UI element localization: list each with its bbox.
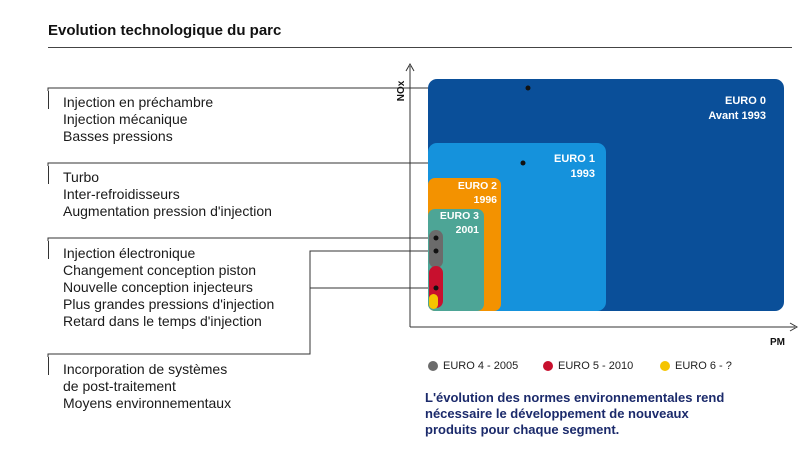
technology-group-3: Injection électronique Changement concep… [63,245,274,330]
group-3-line-1: Injection électronique [63,245,196,261]
group-4-line-1: Incorporation de systèmes [63,361,228,377]
group-2-line-1: Turbo [63,169,100,185]
euro-2-year: 1996 [474,194,498,206]
group-3-line-2: Changement conception piston [63,262,257,278]
page-title: Evolution technologique du parc [48,22,282,39]
group-2-bracket [48,166,49,184]
legend-euro-4: EURO 4 - 2005 [428,360,518,372]
connector-dot-1 [525,85,531,91]
group-4-line-3: Moyens environnementaux [63,395,232,411]
x-axis-label: PM [770,337,785,348]
conclusion-line-3: produits pour chaque segment. [425,422,620,437]
technology-group-2: Turbo Inter-refroidisseurs Augmentation … [63,169,272,220]
legend-euro-6-label: EURO 6 - ? [675,360,732,372]
group-1-line-2: Injection mécanique [63,111,188,127]
legend-euro-5: EURO 5 - 2010 [543,360,633,372]
y-axis-arrow [405,62,415,72]
group-4-line-2: de post-traitement [63,378,176,394]
euro-6-capsule [429,294,438,309]
euro-0-name: EURO 0 [725,95,766,107]
euro-1-name: EURO 1 [554,153,595,165]
group-1-bracket [48,91,49,109]
legend-euro-4-dot [428,361,438,371]
technology-group-4: Incorporation de systèmes de post-traite… [63,361,231,412]
group-3-line-4: Plus grandes pressions d'injection [63,296,275,312]
group-2-line-3: Augmentation pression d'injection [63,203,272,219]
title-divider [48,47,792,48]
legend-euro-6: EURO 6 - ? [660,360,732,372]
connector-group-4 [47,250,436,357]
connector-group-3 [47,237,436,241]
x-axis-arrow [789,322,799,332]
group-1-line-1: Injection en préchambre [63,94,214,110]
legend-euro-5-dot [543,361,553,371]
connector-group-1 [47,87,528,91]
connector-dot-3 [433,235,439,241]
legend-euro-6-dot [660,361,670,371]
group-3-bracket [48,241,49,259]
connector-group-2 [47,162,523,166]
euro-1-year: 1993 [571,168,595,180]
y-axis-label: NOx [396,80,407,101]
connector-dot-5 [433,285,439,291]
euro-2-name: EURO 2 [458,180,497,192]
group-4-bracket [48,357,49,375]
legend-euro-5-label: EURO 5 - 2010 [558,360,634,372]
group-3-line-5: Retard dans le temps d'injection [63,313,262,329]
connector-dot-2 [520,160,526,166]
euro-3-year: 2001 [456,224,480,236]
connector-dot-4 [433,248,439,254]
group-1-line-3: Basses pressions [63,128,173,144]
legend-euro-4-label: EURO 4 - 2005 [443,360,519,372]
conclusion-line-1: L'évolution des normes environnementales… [425,390,725,405]
conclusion-line-2: nécessaire le développement de nouveaux [425,406,689,421]
technology-group-1: Injection en préchambre Injection mécani… [63,94,213,145]
euro-3-name: EURO 3 [440,210,479,222]
euro-0-year: Avant 1993 [708,110,766,122]
conclusion-text: L'évolution des normes environnementales… [425,390,785,438]
group-2-line-2: Inter-refroidisseurs [63,186,180,202]
group-3-line-3: Nouvelle conception injecteurs [63,279,253,295]
